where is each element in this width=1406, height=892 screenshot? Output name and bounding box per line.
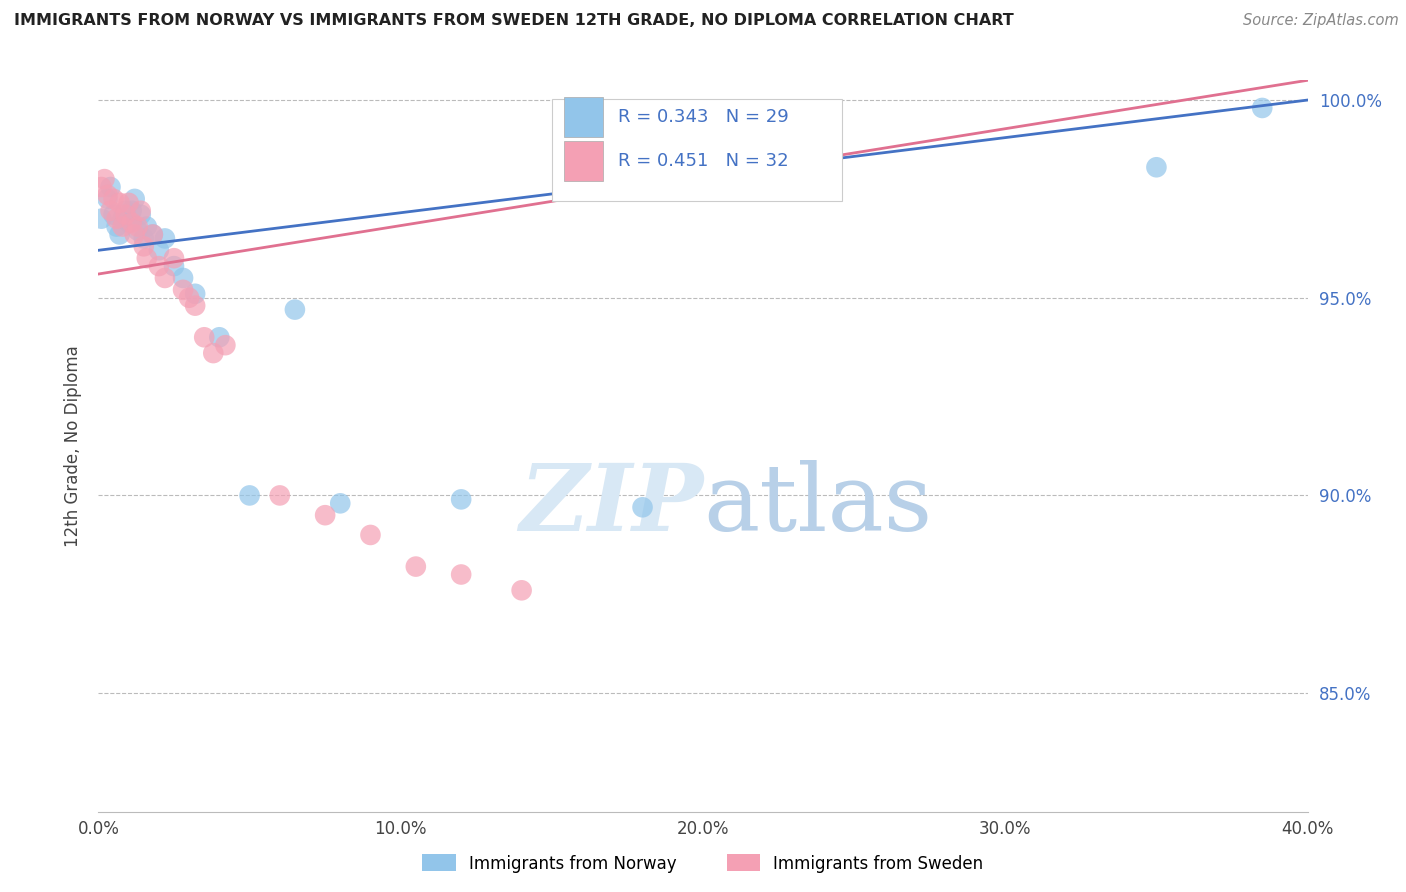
Point	[121, 203, 143, 218]
Point	[450, 492, 472, 507]
Point	[184, 286, 207, 301]
Point	[111, 211, 134, 226]
Point	[329, 496, 352, 510]
Point	[127, 223, 149, 237]
Point	[360, 528, 382, 542]
Point	[100, 180, 122, 194]
Text: IMMIGRANTS FROM NORWAY VS IMMIGRANTS FROM SWEDEN 12TH GRADE, NO DIPLOMA CORRELAT: IMMIGRANTS FROM NORWAY VS IMMIGRANTS FRO…	[14, 13, 1014, 29]
Point	[132, 231, 155, 245]
FancyBboxPatch shape	[551, 99, 842, 201]
Point	[132, 239, 155, 253]
Text: R = 0.451   N = 32: R = 0.451 N = 32	[619, 152, 789, 169]
Point	[239, 488, 262, 502]
Point	[114, 203, 136, 218]
Point	[135, 219, 157, 234]
Point	[269, 488, 291, 502]
Point	[103, 208, 125, 222]
Point	[100, 203, 122, 218]
Point	[135, 251, 157, 265]
FancyBboxPatch shape	[564, 141, 603, 181]
Point	[142, 227, 165, 242]
Point	[148, 259, 170, 273]
Point	[214, 338, 236, 352]
Point	[90, 180, 112, 194]
Text: Source: ZipAtlas.com: Source: ZipAtlas.com	[1243, 13, 1399, 29]
Point	[121, 216, 143, 230]
Point	[124, 192, 146, 206]
Point	[1144, 161, 1167, 175]
Point	[142, 227, 165, 242]
Point	[129, 208, 152, 222]
Point	[96, 192, 118, 206]
Point	[114, 208, 136, 222]
Point	[118, 195, 141, 210]
Point	[105, 211, 128, 226]
Y-axis label: 12th Grade, No Diploma: 12th Grade, No Diploma	[65, 345, 83, 547]
Legend: Immigrants from Norway, Immigrants from Sweden: Immigrants from Norway, Immigrants from …	[416, 847, 990, 880]
Point	[405, 559, 427, 574]
Point	[510, 583, 533, 598]
Point	[450, 567, 472, 582]
Point	[108, 195, 131, 210]
Point	[193, 330, 215, 344]
Point	[172, 271, 194, 285]
Point	[96, 188, 118, 202]
FancyBboxPatch shape	[564, 96, 603, 137]
Point	[153, 271, 176, 285]
Text: ZIP: ZIP	[519, 459, 703, 549]
Point	[90, 211, 112, 226]
Point	[314, 508, 336, 523]
Point	[631, 500, 654, 515]
Point	[103, 192, 125, 206]
Text: atlas: atlas	[703, 459, 932, 549]
Point	[124, 227, 146, 242]
Point	[111, 219, 134, 234]
Point	[93, 172, 115, 186]
Point	[118, 216, 141, 230]
Point	[108, 227, 131, 242]
Point	[163, 251, 186, 265]
Point	[163, 259, 186, 273]
Point	[129, 203, 152, 218]
Point	[153, 231, 176, 245]
Text: R = 0.343   N = 29: R = 0.343 N = 29	[619, 108, 789, 126]
Point	[127, 219, 149, 234]
Point	[184, 299, 207, 313]
Point	[148, 244, 170, 258]
Point	[208, 330, 231, 344]
Point	[105, 219, 128, 234]
Point	[1251, 101, 1274, 115]
Point	[202, 346, 225, 360]
Point	[284, 302, 307, 317]
Point	[172, 283, 194, 297]
Point	[179, 291, 201, 305]
